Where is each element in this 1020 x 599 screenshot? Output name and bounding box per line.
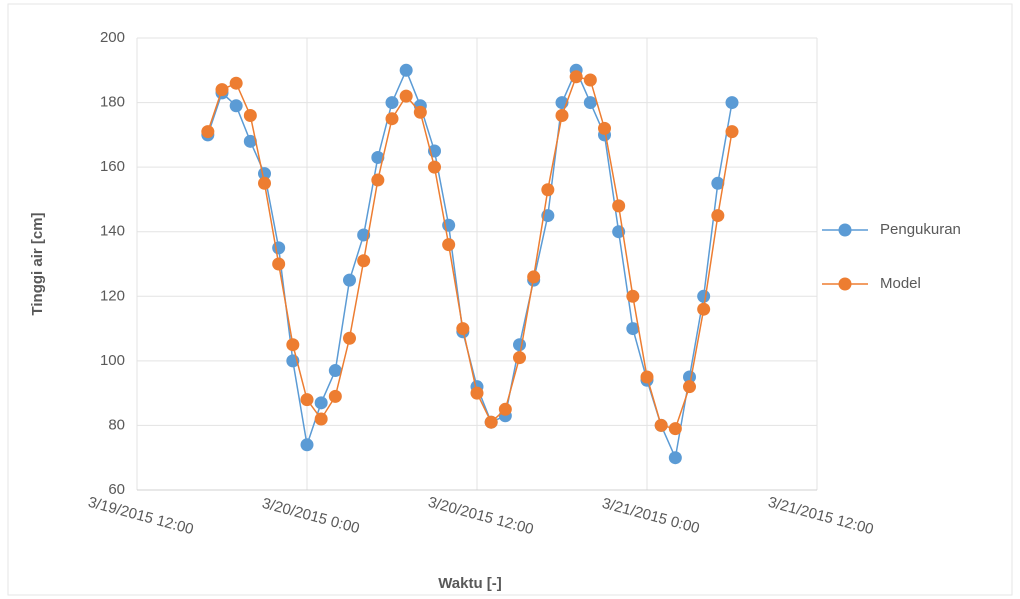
data-point xyxy=(385,112,399,126)
data-point xyxy=(583,96,597,110)
data-point xyxy=(654,418,668,432)
data-point xyxy=(640,370,654,384)
data-point xyxy=(314,412,328,426)
y-tick-label: 120 xyxy=(100,287,125,304)
series-line xyxy=(207,75,733,430)
data-point xyxy=(413,105,427,119)
data-point xyxy=(328,364,342,378)
data-point xyxy=(513,351,526,365)
y-tick-label: 140 xyxy=(100,223,125,240)
data-point xyxy=(442,238,456,252)
data-point xyxy=(272,241,286,255)
data-point xyxy=(243,134,257,148)
data-point xyxy=(555,108,569,122)
y-tick-label: 200 xyxy=(100,29,125,46)
data-point xyxy=(612,199,626,213)
data-point xyxy=(697,289,711,303)
data-point xyxy=(626,289,640,303)
legend-marker xyxy=(838,277,852,291)
data-point xyxy=(626,322,640,336)
data-point xyxy=(456,322,470,336)
data-point xyxy=(314,396,328,410)
y-tick-label: 60 xyxy=(108,481,125,498)
y-tick-label: 180 xyxy=(100,94,125,111)
data-point xyxy=(527,270,541,284)
data-point xyxy=(541,183,555,197)
legend-marker xyxy=(838,223,852,237)
data-point xyxy=(328,389,342,403)
data-point xyxy=(683,370,696,384)
data-point xyxy=(484,415,498,429)
data-point xyxy=(725,96,739,110)
data-point xyxy=(300,438,314,452)
data-point xyxy=(201,125,215,139)
y-tick-label: 80 xyxy=(108,416,125,433)
data-point xyxy=(357,254,371,268)
data-point xyxy=(399,63,413,77)
data-point xyxy=(343,273,356,287)
data-point xyxy=(513,338,526,352)
data-point xyxy=(725,125,739,139)
data-point xyxy=(583,73,597,87)
data-point xyxy=(371,150,385,164)
legend-label: Pengukuran xyxy=(880,221,961,238)
data-point xyxy=(711,209,725,223)
data-point xyxy=(470,386,484,400)
y-axis-label: Tinggi air [cm] xyxy=(29,212,46,315)
data-point xyxy=(243,108,257,122)
data-point xyxy=(498,402,512,416)
data-point xyxy=(371,173,385,187)
legend-label: Model xyxy=(880,275,921,292)
data-point xyxy=(343,331,356,345)
data-point xyxy=(428,160,441,174)
data-point xyxy=(399,89,413,103)
x-axis-label: Waktu [-] xyxy=(438,575,502,592)
data-point xyxy=(272,257,286,271)
data-point xyxy=(300,393,314,407)
data-point xyxy=(668,451,682,465)
data-point xyxy=(229,99,243,113)
data-point xyxy=(385,96,399,110)
data-point xyxy=(598,121,611,135)
y-tick-label: 160 xyxy=(100,158,125,175)
data-point xyxy=(697,302,711,316)
data-point xyxy=(229,76,243,90)
y-tick-label: 100 xyxy=(100,352,125,369)
data-point xyxy=(569,70,583,84)
data-point xyxy=(668,422,682,436)
data-point xyxy=(215,83,229,97)
data-point xyxy=(286,338,300,352)
data-point xyxy=(683,380,696,394)
data-point xyxy=(258,176,271,190)
chart-frame xyxy=(7,3,1013,596)
data-point xyxy=(711,176,725,190)
